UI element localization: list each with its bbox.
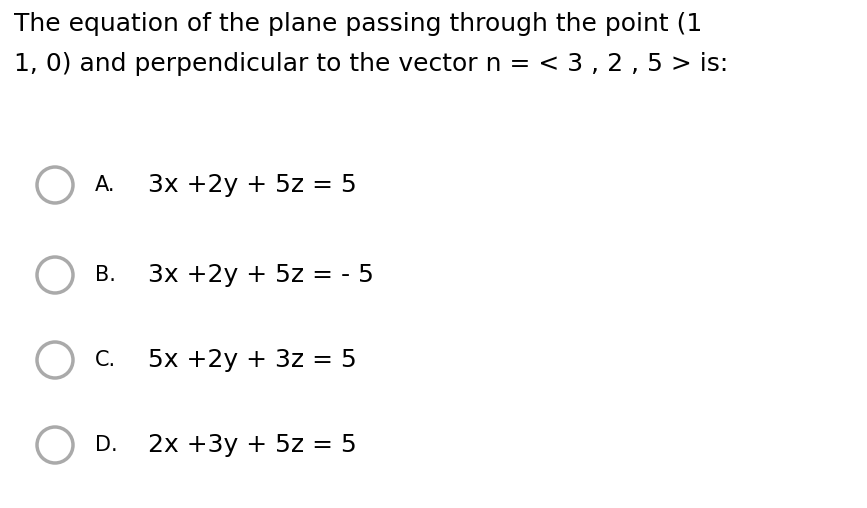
Text: The equation of the plane passing through the point (1: The equation of the plane passing throug… — [14, 12, 702, 36]
Text: 3x +2y + 5z = - 5: 3x +2y + 5z = - 5 — [148, 263, 374, 287]
Text: A.: A. — [95, 175, 115, 195]
Text: 1, 0) and perpendicular to the vector n = < 3 , 2 , 5 > is:: 1, 0) and perpendicular to the vector n … — [14, 52, 728, 76]
Text: B.: B. — [95, 265, 116, 285]
Text: D.: D. — [95, 435, 118, 455]
Text: C.: C. — [95, 350, 116, 370]
Text: 5x +2y + 3z = 5: 5x +2y + 3z = 5 — [148, 348, 356, 372]
Text: 2x +3y + 5z = 5: 2x +3y + 5z = 5 — [148, 433, 356, 457]
Text: 3x +2y + 5z = 5: 3x +2y + 5z = 5 — [148, 173, 356, 197]
